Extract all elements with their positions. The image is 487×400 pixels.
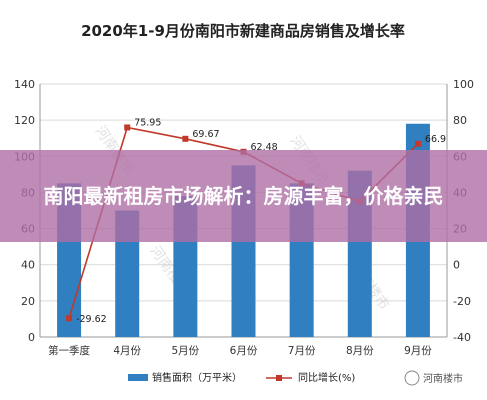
- line-point: [124, 124, 131, 131]
- line-point: [414, 140, 421, 147]
- left-tick-label: 40: [21, 259, 35, 272]
- category-label: 5月份: [172, 345, 200, 357]
- chart-title: 2020年1-9月份南阳市新建商品房销售及增长率: [81, 22, 405, 40]
- data-label: 66.9: [425, 134, 446, 145]
- data-label: 69.67: [192, 129, 219, 140]
- wechat-icon: [404, 370, 420, 386]
- left-tick-label: 20: [21, 295, 35, 308]
- line-point: [182, 135, 189, 142]
- right-tick-label: 80: [453, 114, 467, 127]
- x-axis: 第一季度 4月份 5月份 6月份 7月份 8月份 9月份: [48, 344, 432, 357]
- data-label: 75.95: [134, 117, 161, 128]
- legend-label-bar: 销售面积（万平米）: [152, 371, 242, 384]
- category-label: 第一季度: [48, 344, 90, 357]
- right-tick-label: 100: [453, 78, 474, 91]
- legend-swatch-marker: [276, 375, 282, 381]
- left-tick-label: 140: [14, 78, 35, 91]
- legend: 销售面积（万平米） 同比增长(%): [128, 371, 355, 384]
- category-label: 7月份: [288, 345, 316, 357]
- right-tick-label: -40: [453, 331, 471, 344]
- headline-text: 南阳最新租房市场解析：房源丰富，价格亲民: [43, 184, 444, 208]
- logo: 河南楼市: [404, 370, 463, 386]
- left-tick-label: 120: [14, 114, 35, 127]
- logo-text: 河南楼市: [423, 372, 463, 385]
- data-label: 62.48: [251, 142, 278, 153]
- right-tick-label: 0: [453, 259, 460, 272]
- category-label: 6月份: [230, 345, 258, 357]
- right-tick-label: -20: [453, 295, 471, 308]
- legend-swatch-bar: [128, 374, 148, 381]
- line-point: [66, 315, 73, 322]
- category-label: 9月份: [404, 345, 432, 357]
- category-label: 4月份: [113, 345, 141, 357]
- category-label: 8月份: [346, 345, 374, 357]
- data-label: -29.62: [76, 314, 107, 325]
- headline-banner: 南阳最新租房市场解析：房源丰富，价格亲民: [0, 150, 487, 242]
- left-tick-label: 0: [28, 331, 35, 344]
- legend-label-line: 同比增长(%): [298, 371, 355, 384]
